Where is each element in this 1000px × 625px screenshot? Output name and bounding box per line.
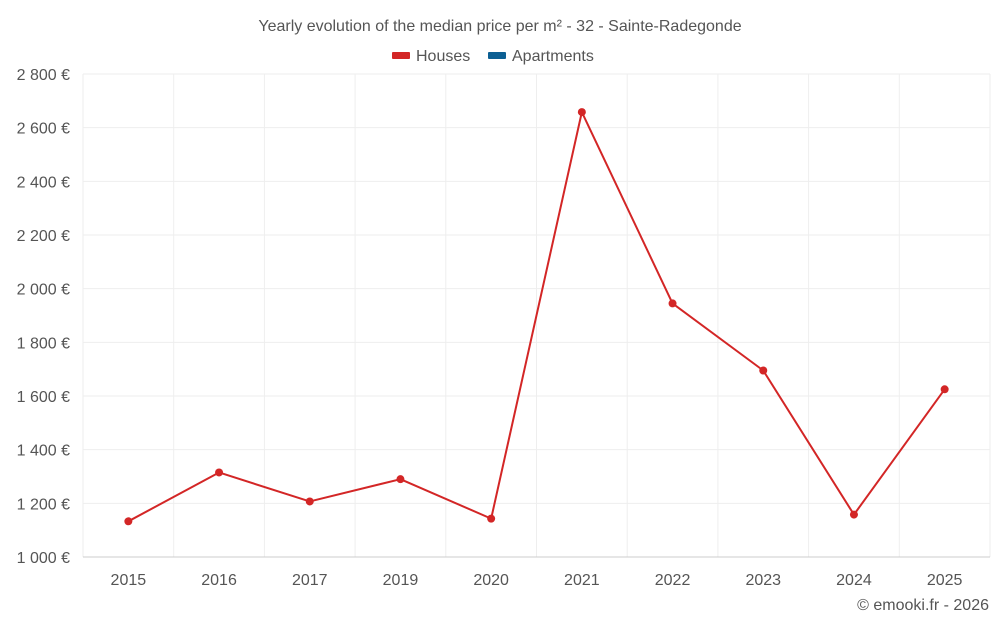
data-point-houses[interactable] — [396, 475, 405, 484]
x-gridlines — [82, 74, 991, 557]
x-tick-label: 2019 — [383, 572, 419, 589]
y-tick-label: 2 400 € — [17, 174, 70, 191]
data-point-houses[interactable] — [668, 299, 677, 308]
legend-swatch-houses — [392, 52, 410, 59]
y-tick-label: 1 800 € — [17, 335, 70, 352]
data-point-houses[interactable] — [759, 366, 768, 375]
legend-swatch-apartments — [488, 52, 506, 59]
x-tick-label: 2024 — [836, 572, 872, 589]
data-point-houses[interactable] — [940, 385, 949, 394]
x-tick-label: 2021 — [564, 572, 600, 589]
x-tick-label: 2015 — [111, 572, 147, 589]
y-axis-tick-labels: 1 000 € 1 200 € 1 400 € 1 600 € 1 800 € 2 000… — [17, 67, 70, 567]
data-point-houses[interactable] — [487, 514, 496, 523]
credit-text: © emooki.fr - 2026 — [857, 597, 989, 614]
x-tick-label: 2020 — [473, 572, 509, 589]
y-tick-label: 2 000 € — [17, 282, 70, 299]
legend-item-apartments[interactable]: Apartments — [488, 48, 594, 65]
y-tick-label: 1 200 € — [17, 496, 70, 513]
data-point-houses[interactable] — [577, 108, 586, 117]
data-point-houses[interactable] — [215, 468, 224, 477]
chart-title: Yearly evolution of the median price per… — [258, 18, 741, 35]
legend[interactable]: Houses Apartments — [392, 48, 594, 65]
y-tick-label: 1 600 € — [17, 389, 70, 406]
x-tick-label: 2023 — [745, 572, 781, 589]
series-line-houses — [127, 111, 946, 523]
y-tick-label: 1 400 € — [17, 443, 70, 460]
y-tick-label: 2 800 € — [17, 67, 70, 84]
data-point-houses[interactable] — [305, 497, 314, 506]
legend-item-houses[interactable]: Houses — [392, 48, 470, 65]
legend-label-apartments: Apartments — [512, 48, 594, 65]
y-tick-label: 1 000 € — [17, 550, 70, 567]
legend-label-houses: Houses — [416, 48, 470, 65]
x-tick-label: 2016 — [201, 572, 237, 589]
x-tick-label: 2017 — [292, 572, 328, 589]
series-houses — [124, 108, 949, 526]
y-tick-label: 2 600 € — [17, 121, 70, 138]
y-tick-label: 2 200 € — [17, 228, 70, 245]
x-axis-tick-labels: 2015 2016 2017 2019 2020 2021 2022 2023 2024 2025 — [111, 572, 963, 589]
x-tick-label: 2022 — [655, 572, 691, 589]
x-tick-label: 2025 — [927, 572, 963, 589]
data-point-houses[interactable] — [849, 510, 858, 519]
data-point-houses[interactable] — [124, 517, 133, 526]
